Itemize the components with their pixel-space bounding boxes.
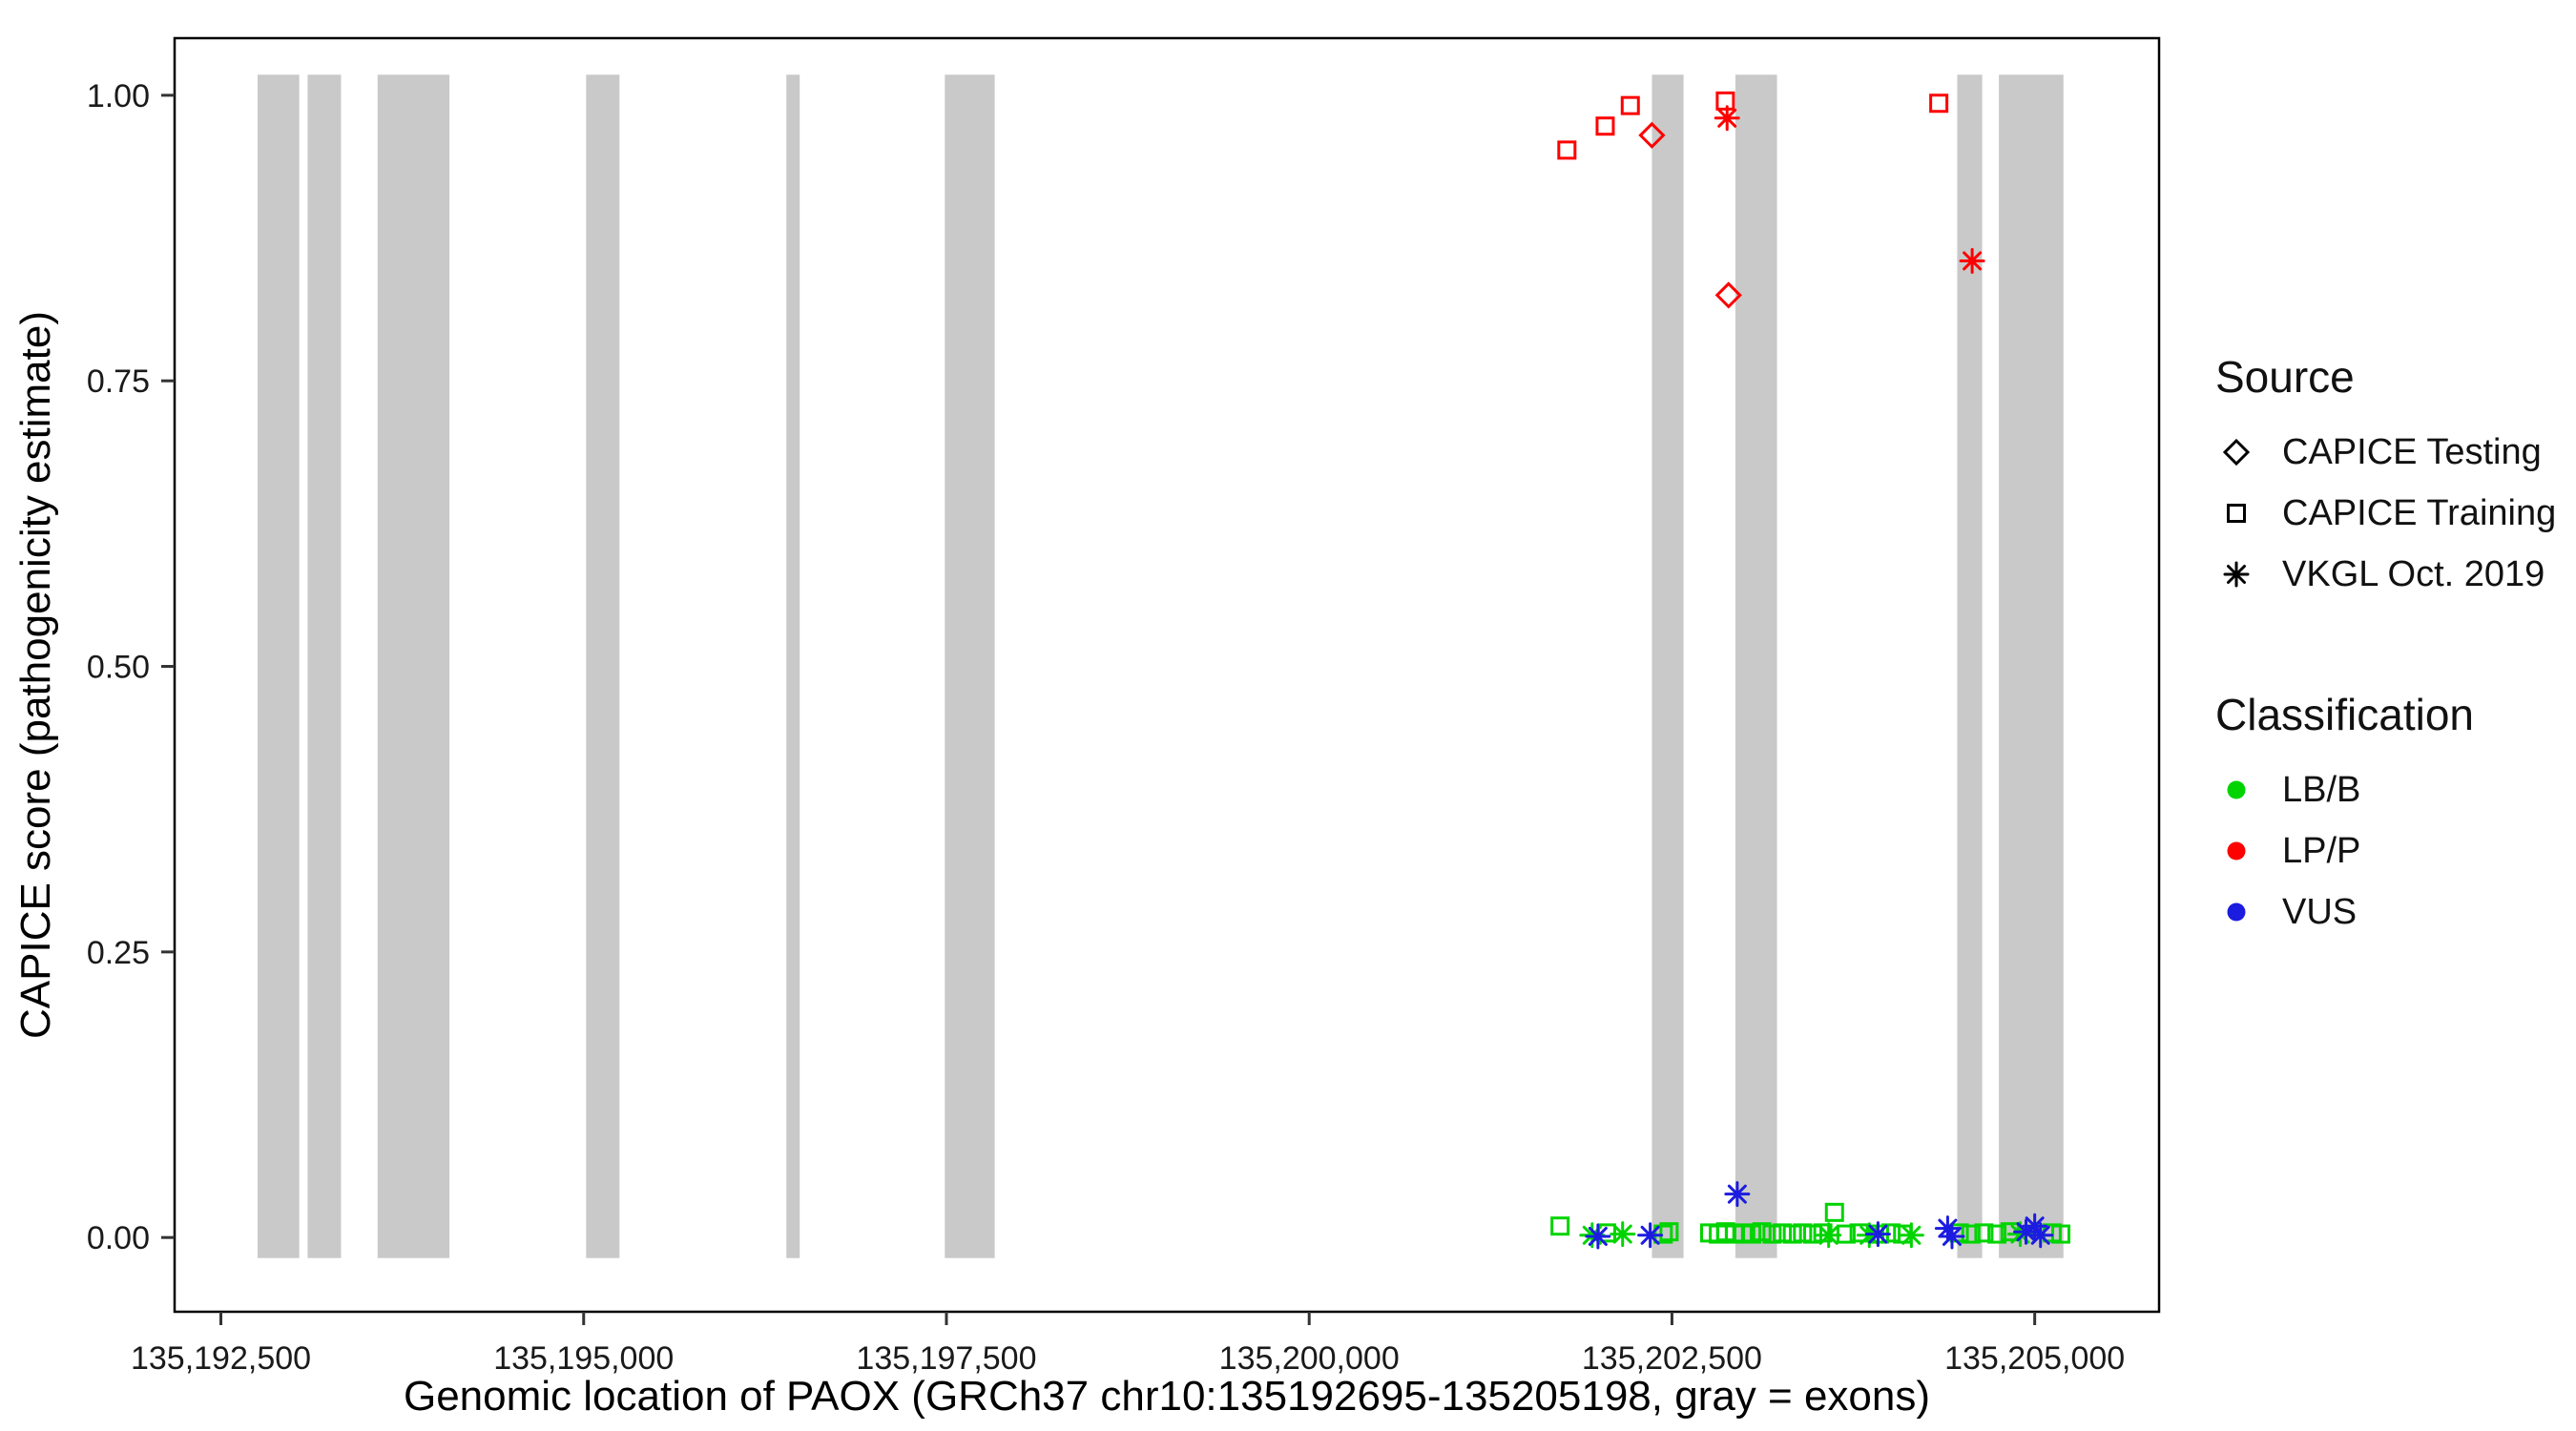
exon-rect	[1652, 74, 1684, 1258]
exon-rect	[307, 74, 342, 1258]
data-point	[1715, 91, 1735, 111]
legend-glyph-shape	[2222, 438, 2251, 467]
x-tick-label: 135,205,000	[1944, 1340, 2125, 1377]
data-point	[1934, 1215, 1961, 1242]
y-tick-label: 0.50	[87, 650, 150, 686]
legend-glyph	[2222, 438, 2251, 467]
legend-item-label: CAPICE Testing	[2282, 431, 2542, 472]
data-point	[1742, 1224, 1762, 1244]
x-tick-label: 135,202,500	[1582, 1340, 1762, 1377]
data-point	[1939, 1223, 1965, 1250]
data-point	[2013, 1218, 2040, 1245]
legend-item-label: LP/P	[2282, 830, 2361, 871]
exon-rect	[945, 74, 995, 1258]
data-point	[1714, 281, 1742, 309]
legend-item-lpp: LP/P	[2215, 830, 2556, 872]
legend-source-title: Source	[2215, 352, 2355, 402]
data-point	[1816, 1222, 1842, 1249]
exon-rect	[1999, 74, 2064, 1258]
red-dot-icon	[2215, 830, 2257, 872]
data-point	[1637, 1222, 1664, 1249]
exon-rect	[257, 74, 300, 1258]
x-tick-label: 135,192,500	[131, 1340, 311, 1377]
legend-item-label: VKGL Oct. 2019	[2282, 553, 2545, 594]
legend-glyph	[2223, 561, 2250, 588]
exon-rect	[586, 74, 620, 1258]
data-point	[1793, 1223, 1813, 1243]
legend-item-capice-testing: CAPICE Testing	[2215, 431, 2556, 473]
legend-glyph-shape	[2223, 561, 2250, 588]
data-point	[1638, 121, 1666, 149]
asterisk-icon	[2215, 553, 2257, 595]
legend-item-vkgl: VKGL Oct. 2019	[2215, 553, 2556, 595]
y-tick-label: 0.25	[87, 935, 150, 971]
x-tick-label: 135,197,500	[856, 1340, 1036, 1377]
data-point	[1864, 1221, 1891, 1248]
data-point	[1585, 1223, 1611, 1250]
data-point	[1550, 1216, 1570, 1236]
exon-rect	[1735, 74, 1777, 1258]
exon-rect	[1957, 74, 1983, 1258]
data-point	[1961, 1224, 1981, 1244]
data-point	[1782, 1224, 1802, 1244]
data-point	[1595, 116, 1615, 136]
legend-item-vus: VUS	[2215, 891, 2556, 933]
exon-rect	[786, 74, 800, 1258]
legend-glyph	[2227, 780, 2246, 799]
plot-panel	[173, 36, 2161, 1314]
green-dot-icon	[2215, 769, 2257, 811]
legend-source: Source CAPICE Testing CAPICE Training VK…	[2215, 351, 2556, 605]
y-tick-label: 1.00	[87, 78, 150, 114]
legend-glyph-shape	[2227, 504, 2246, 523]
data-point	[1659, 1222, 1679, 1242]
data-point	[1929, 93, 1949, 114]
diamond-icon	[2215, 431, 2257, 473]
legend-item-label: LB/B	[2282, 769, 2361, 810]
legend: Source CAPICE Testing CAPICE Training VK…	[2215, 351, 2556, 943]
data-point	[2022, 1213, 2048, 1239]
exon-rect	[377, 74, 450, 1258]
legend-glyph-shape	[2227, 780, 2246, 799]
legend-item-lbb: LB/B	[2215, 769, 2556, 811]
data-point	[1724, 1181, 1751, 1208]
x-tick-label: 135,195,000	[493, 1340, 674, 1377]
legend-glyph	[2227, 504, 2246, 523]
y-tick-label: 0.00	[87, 1220, 150, 1256]
legend-item-label: VUS	[2282, 891, 2358, 932]
data-point	[1959, 247, 1985, 274]
y-axis-title: CAPICE score (pathogenicity estimate)	[12, 311, 59, 1039]
legend-glyph	[2227, 841, 2246, 861]
data-point	[1987, 1224, 2007, 1244]
data-point	[1557, 140, 1577, 160]
legend-glyph-shape	[2227, 841, 2246, 861]
y-tick-label: 0.75	[87, 363, 150, 400]
data-point	[1974, 1223, 1994, 1243]
x-tick-label: 135,200,000	[1219, 1340, 1400, 1377]
data-point	[1824, 1202, 1844, 1222]
data-point	[2006, 1221, 2033, 1248]
square-icon	[2215, 492, 2257, 534]
legend-glyph-shape	[2227, 902, 2246, 922]
legend-glyph	[2227, 902, 2246, 922]
data-point	[1762, 1224, 1782, 1244]
data-point	[1898, 1222, 1924, 1249]
data-point	[1610, 1221, 1636, 1248]
data-point	[1773, 1223, 1793, 1243]
data-point	[1620, 95, 1640, 115]
legend-classification: Classification LB/B LP/P VUS	[2215, 689, 2556, 943]
legend-item-label: CAPICE Training	[2282, 492, 2557, 533]
x-axis-title: Genomic location of PAOX (GRCh37 chr10:1…	[404, 1373, 1930, 1420]
data-point	[2027, 1222, 2054, 1249]
legend-item-capice-training: CAPICE Training	[2215, 492, 2556, 534]
data-point	[1714, 105, 1740, 132]
legend-classification-title: Classification	[2215, 690, 2474, 739]
blue-dot-icon	[2215, 891, 2257, 933]
data-point	[1752, 1222, 1772, 1242]
